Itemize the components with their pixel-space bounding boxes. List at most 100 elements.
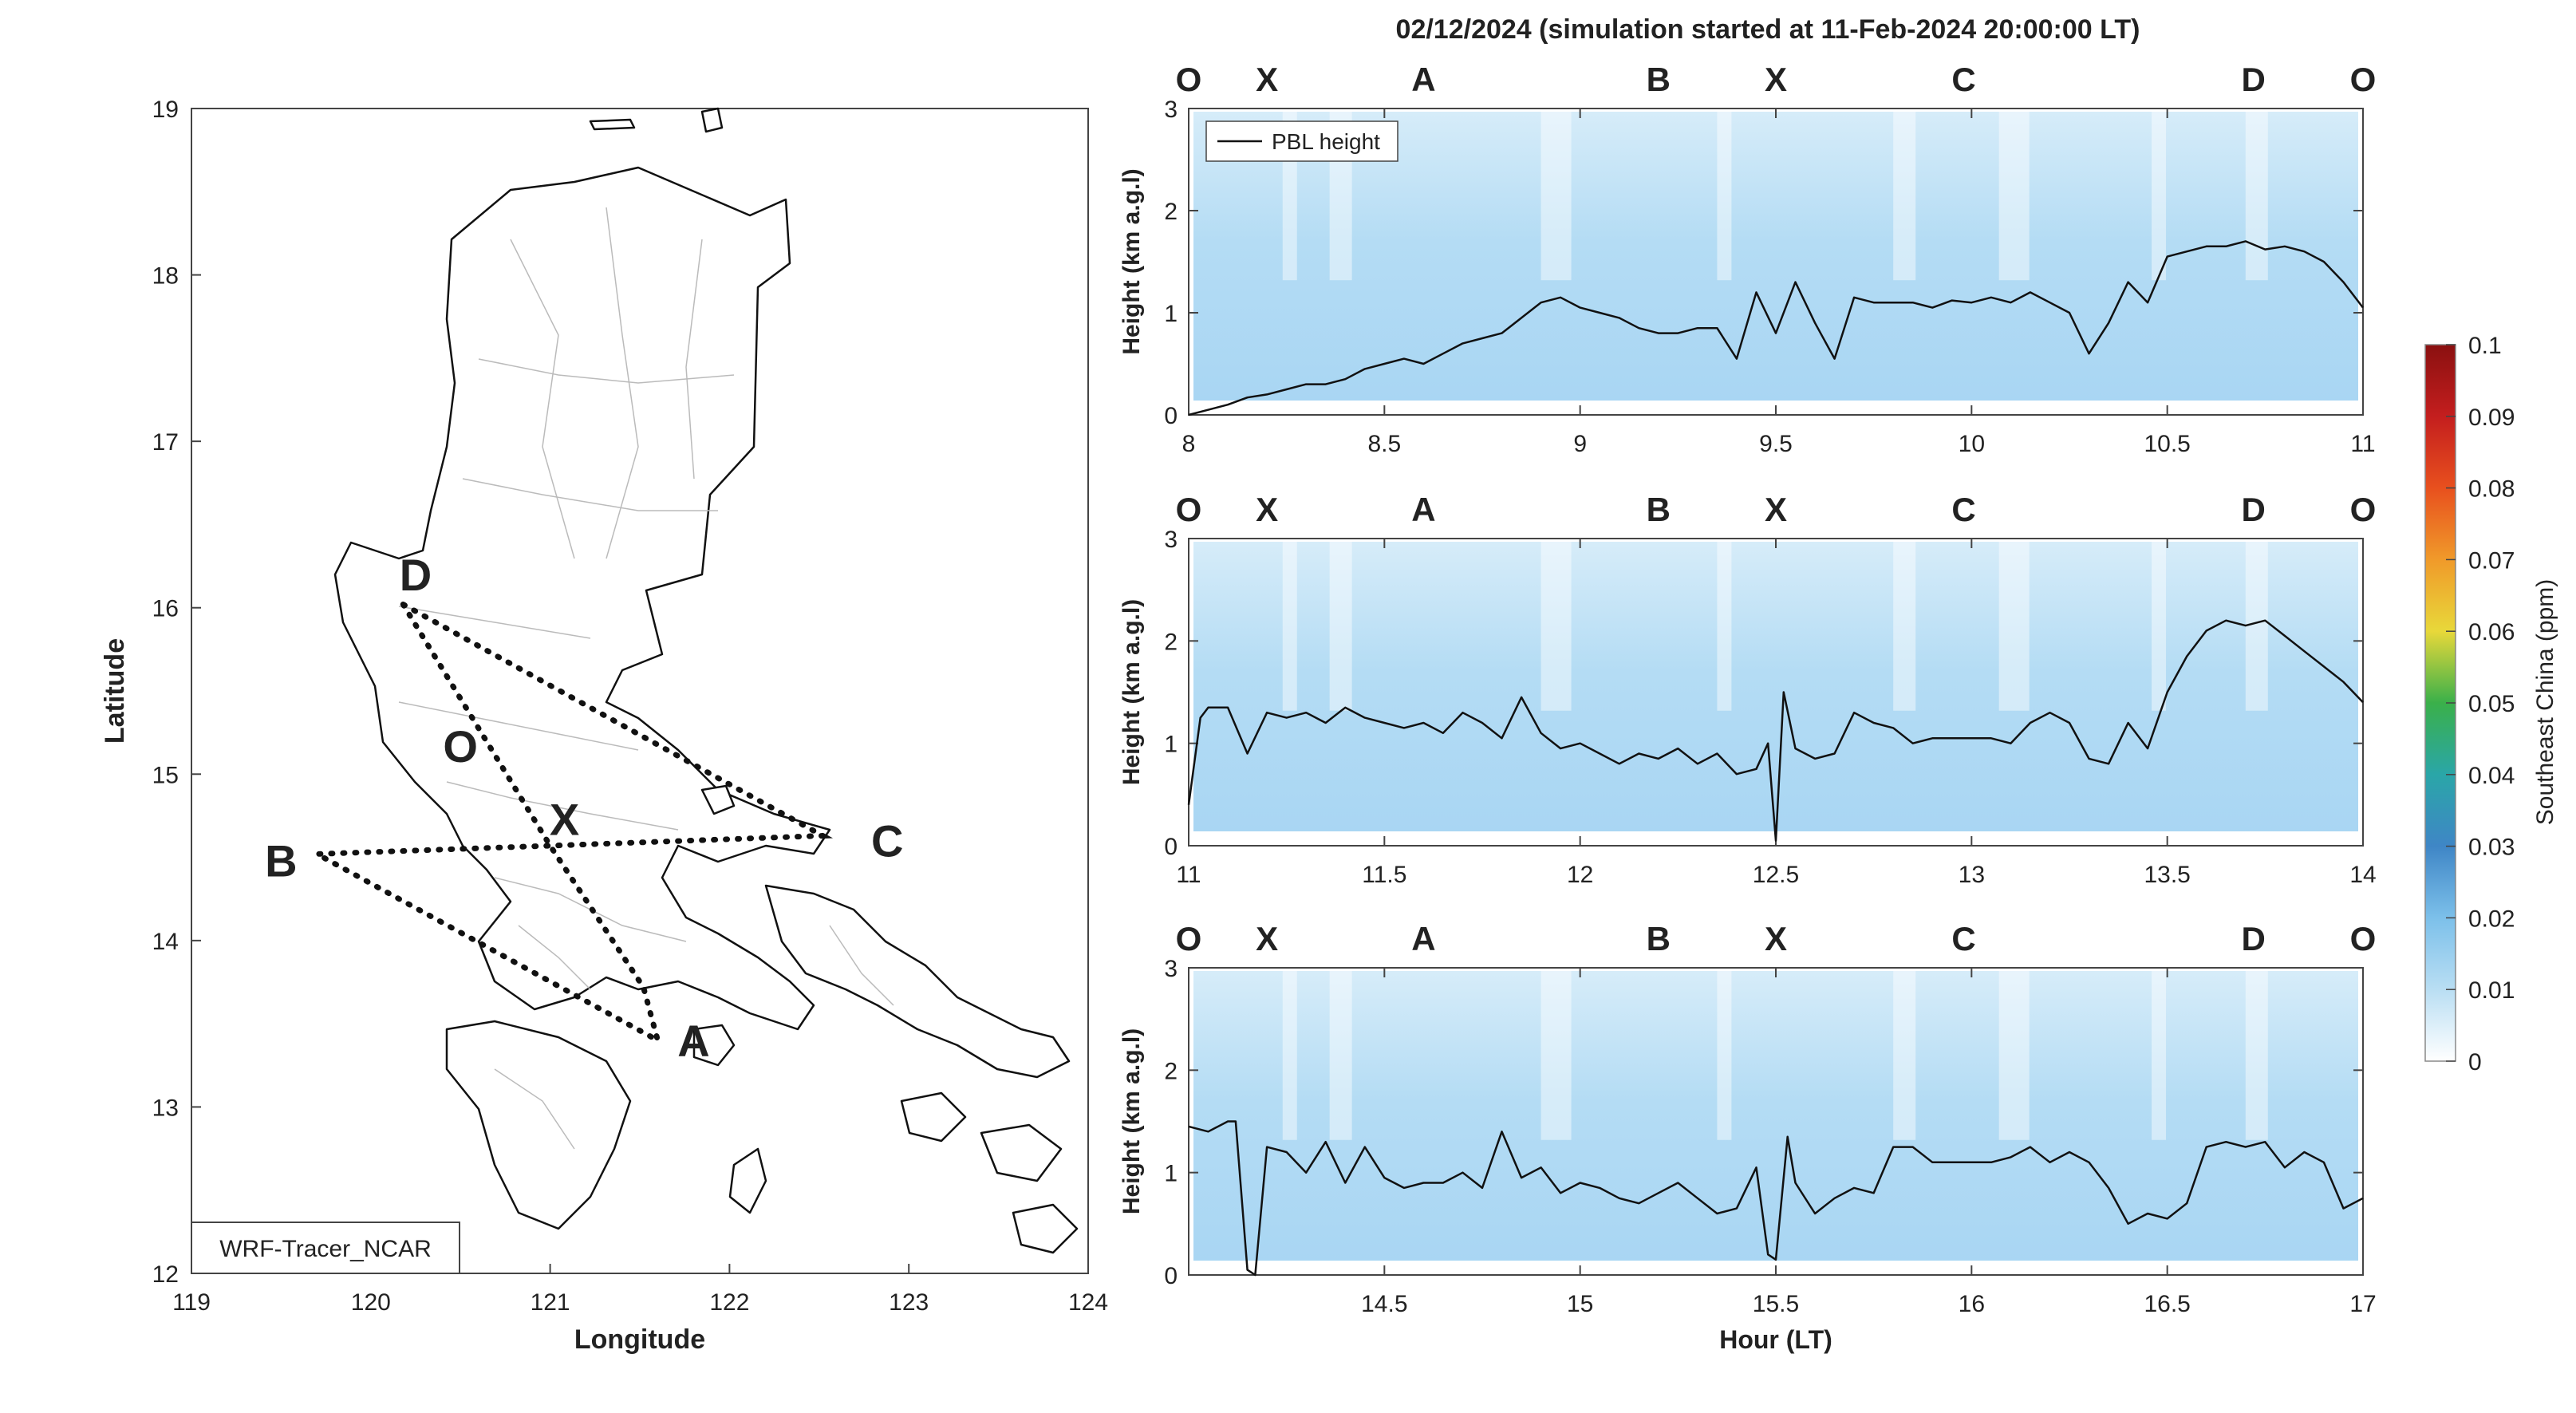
site-marker-A: A	[1411, 491, 1435, 528]
concentration-streak	[1998, 542, 2030, 711]
panel-x-tick-label: 14	[2349, 862, 2376, 888]
panel-x-tick-label: 8.5	[1367, 431, 1401, 457]
map-y-tick-label: 12	[152, 1261, 179, 1288]
map-sites: D O X C B A	[265, 550, 903, 1066]
map-y-tick-label: 15	[152, 762, 179, 788]
colorbar-tick-label: 0.01	[2468, 977, 2515, 1004]
panel-y-axis-label: Height (km a.g.l)	[1118, 168, 1145, 354]
colorbar-tick-label: 0.08	[2468, 476, 2515, 503]
map-x-axis-label: Longitude	[574, 1324, 705, 1355]
panel-y-tick-label: 0	[1164, 834, 1178, 860]
concentration-field	[1193, 971, 2358, 1261]
site-label-A: A	[677, 1016, 709, 1066]
panel-x-tick-label: 16.5	[2144, 1291, 2190, 1317]
site-marker-A: A	[1411, 920, 1435, 957]
concentration-streak	[2245, 112, 2268, 281]
site-marker-B: B	[1647, 920, 1671, 957]
colorbar: 0 0.01 0.02 0.03 0.04 0.05 0.06 0.07 0.08 0.09 0.1…	[2424, 333, 2558, 1076]
panel-x-tick-label: 11.5	[1362, 862, 1406, 888]
site-marker-D: D	[2241, 920, 2265, 957]
concentration-streak	[1893, 542, 1916, 711]
panel-y-tick-label: 0	[1164, 403, 1178, 429]
map-x-tick-label: 123	[889, 1289, 929, 1316]
map-y-tick-label: 16	[152, 596, 179, 622]
panel-x-tick-label: 16	[1959, 1291, 1985, 1317]
map-y-tick-label: 13	[152, 1095, 179, 1121]
site-marker-O: O	[1176, 491, 1202, 528]
site-label-D: D	[400, 550, 432, 600]
colorbar-tick-label: 0.04	[2468, 763, 2515, 789]
concentration-streak	[1540, 112, 1572, 281]
site-marker-X: X	[1765, 491, 1787, 528]
site-marker-O: O	[2350, 61, 2377, 98]
panel-x-tick-label: 8	[1182, 431, 1196, 457]
small-island-2	[900, 1091, 967, 1143]
small-island-3	[980, 1123, 1063, 1182]
concentration-streak	[2152, 542, 2167, 711]
site-label-B: B	[265, 836, 297, 886]
site-marker-X: X	[1256, 61, 1278, 98]
pbl-height-line	[1188, 1120, 2364, 1277]
panel-y-tick-label: 3	[1164, 97, 1178, 123]
site-marker-B: B	[1647, 61, 1671, 98]
bicol-peninsula	[764, 884, 1071, 1079]
panel-x-tick-label: 13.5	[2144, 862, 2190, 888]
polillo-island	[700, 784, 736, 815]
site-label-X: X	[550, 795, 579, 845]
concentration-streak	[1717, 112, 1732, 281]
concentration-streak	[1329, 971, 1352, 1140]
map-x-tick-label: 124	[1068, 1289, 1108, 1316]
panel-x-tick-label: 11	[2350, 431, 2375, 457]
panel-y-tick-label: 3	[1164, 527, 1178, 553]
colorbar-tick-label: 0.1	[2468, 333, 2502, 359]
site-marker-D: D	[2241, 61, 2265, 98]
pbl-height-line	[1187, 619, 2364, 842]
site-marker-D: D	[2241, 491, 2265, 528]
concentration-streak	[1540, 542, 1572, 711]
concentration-streak	[1717, 542, 1732, 711]
concentration-streak	[1282, 542, 1297, 711]
concentration-streak	[1540, 971, 1572, 1140]
map-x-tick-label: 120	[351, 1289, 391, 1316]
site-marker-C: C	[1951, 61, 1975, 98]
mindoro-island	[445, 1020, 632, 1230]
map-y-tick-label: 14	[152, 929, 179, 955]
flight-route	[306, 602, 834, 1047]
site-marker-B: B	[1647, 491, 1671, 528]
batanes-islet-1	[589, 118, 636, 131]
site-marker-O: O	[2350, 920, 2377, 957]
concentration-field	[1193, 542, 2358, 831]
time-height-panel-1: 0 1 2 3 8 8.5 9 9.5 10 10.5 11 Height (km a.g.l) O X A…	[1118, 61, 2376, 457]
colorbar-label: Southeast China (ppm)	[2532, 579, 2558, 826]
map-x-ticks: 119 120 121 122 123 124	[172, 1264, 1108, 1316]
panel-x-tick-label: 9	[1573, 431, 1587, 457]
panel-y-tick-label: 0	[1164, 1263, 1178, 1289]
map-x-tick-label: 122	[709, 1289, 749, 1316]
site-label-O: O	[443, 721, 478, 772]
batanes-islet-2	[700, 107, 724, 133]
model-label-box	[191, 1222, 460, 1274]
site-marker-O: O	[2350, 491, 2377, 528]
map-x-tick-label: 121	[531, 1289, 570, 1316]
site-marker-X: X	[1765, 920, 1787, 957]
panel-x-tick-label: 15.5	[1753, 1291, 1799, 1317]
panel-x-tick-label: 13	[1959, 862, 1985, 888]
site-marker-O: O	[1176, 920, 1202, 957]
map-y-ticks: 12 13 14 15 16 17 18 19	[152, 97, 201, 1288]
concentration-streak	[1998, 971, 2030, 1140]
model-label: WRF-Tracer_NCAR	[219, 1236, 432, 1262]
colorbar-tick-label: 0.09	[2468, 405, 2515, 431]
concentration-streak	[1282, 971, 1297, 1140]
colorbar-tick-label: 0	[2468, 1049, 2482, 1076]
panel-x-tick-label: 12	[1567, 862, 1593, 888]
panel-x-tick-label: 11	[1176, 862, 1201, 888]
luzon-island	[333, 166, 831, 1031]
marinduque-island	[692, 1024, 736, 1067]
concentration-streak	[1717, 971, 1732, 1140]
panel-x-tick-label: 14.5	[1361, 1291, 1407, 1317]
map-y-tick-label: 19	[152, 97, 179, 123]
concentration-streak	[2152, 112, 2167, 281]
colorbar-tick-label: 0.03	[2468, 835, 2515, 861]
panel-y-tick-label: 1	[1164, 301, 1178, 327]
